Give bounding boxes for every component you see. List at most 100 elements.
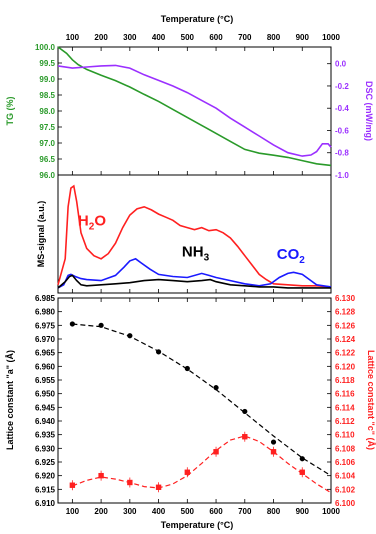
- tg-y-tick-label: 98.5: [39, 91, 55, 100]
- a-y-tick-label: 6.970: [35, 335, 56, 344]
- c-point: [98, 472, 104, 479]
- c-y-tick-label: 6.124: [335, 335, 356, 344]
- a-point: [127, 333, 133, 339]
- top-x-tick-label: 800: [267, 33, 281, 42]
- c-y-axis-label: Lattice constant "c" (Å): [366, 350, 376, 450]
- a-y-tick-label: 6.985: [35, 294, 56, 303]
- c-y-tick-label: 6.104: [335, 472, 356, 481]
- dsc-y-ticks: 0.0 -0.2 -0.4 -0.6 -0.8 -1.0: [327, 60, 349, 180]
- top-x-tick-label: 200: [94, 33, 108, 42]
- top-x-tick-labels: 100 200 300 400 500 600 700 800 900 1000: [66, 33, 341, 42]
- tg-y-tick-label: 100.0: [35, 43, 56, 52]
- tg-y-tick-label: 99.0: [39, 75, 55, 84]
- bottom-x-tick-label: 1000: [322, 507, 340, 516]
- a-point: [98, 322, 104, 328]
- dsc-y-tick-label: 0.0: [335, 60, 347, 69]
- bottom-x-tick-label: 800: [267, 507, 281, 516]
- c-point: [69, 482, 76, 488]
- c-y-ticks: 6.100 6.102 6.104 6.106 6.108 6.110 6.112 6.114…: [327, 294, 356, 508]
- co2-label-base: CO: [277, 246, 300, 263]
- top-x-tick-label: 100: [66, 33, 80, 42]
- bottom-x-tick-label: 500: [181, 507, 195, 516]
- tg-series-line: [57, 46, 332, 167]
- ms-panel-frame: [57, 174, 332, 294]
- c-point: [213, 449, 219, 455]
- top-x-tick-label: 900: [296, 33, 310, 42]
- h2o-label-tail: O: [94, 213, 106, 230]
- c-point: [242, 434, 248, 440]
- dsc-y-tick-label: -1.0: [335, 171, 349, 180]
- c-y-tick-label: 6.120: [335, 362, 356, 371]
- a-y-tick-label: 6.915: [35, 485, 56, 494]
- a-y-tick-label: 6.960: [35, 362, 56, 371]
- ms-x-ticks: [71, 289, 332, 293]
- h2o-label-base: H: [78, 213, 89, 230]
- lattice-panel-frame: [57, 297, 332, 504]
- bottom-x-axis-title: Temperature (°C): [161, 520, 233, 530]
- top-x-tick-label: 700: [238, 33, 252, 42]
- a-y-ticks: 6.910 6.915 6.920 6.925 6.930 6.935 6.940 6.945…: [35, 294, 62, 508]
- tg-y-tick-label: 96.5: [39, 155, 55, 164]
- a-point: [213, 385, 219, 391]
- a-y-tick-label: 6.935: [35, 431, 56, 440]
- c-y-tick-label: 6.102: [335, 485, 356, 494]
- c-point: [270, 449, 277, 455]
- c-y-tick-label: 6.114: [335, 403, 355, 412]
- ms-co2-line: [57, 257, 332, 289]
- dsc-y-tick-label: -0.2: [335, 82, 349, 91]
- nh3-label-sub: 3: [204, 253, 210, 264]
- bottom-x-tick-label: 100: [66, 507, 80, 516]
- ms-h2o-line: [57, 184, 332, 288]
- a-y-tick-label: 6.955: [35, 376, 56, 385]
- a-point: [69, 321, 75, 327]
- tg-y-tick-label: 98.0: [39, 107, 55, 116]
- top-x-tick-label: 300: [123, 33, 137, 42]
- ms-panel: MS-signal (a.u.) H2O NH3 CO2: [36, 184, 332, 293]
- c-y-tick-label: 6.108: [335, 444, 356, 453]
- nh3-label: NH3: [182, 244, 210, 264]
- a-y-tick-label: 6.920: [35, 472, 56, 481]
- nh3-label-base: NH: [182, 244, 204, 261]
- c-y-tick-label: 6.126: [335, 321, 356, 330]
- dsc-y-tick-label: -0.8: [335, 149, 349, 158]
- a-y-tick-label: 6.940: [35, 417, 56, 426]
- top-x-tick-label: 600: [209, 33, 223, 42]
- a-point: [270, 439, 277, 445]
- c-y-tick-label: 6.122: [335, 349, 356, 358]
- bottom-x-tick-label: 200: [94, 507, 108, 516]
- c-y-tick-label: 6.106: [335, 458, 356, 467]
- c-y-tick-label: 6.130: [335, 294, 356, 303]
- a-point: [242, 408, 248, 415]
- a-y-tick-label: 6.950: [35, 390, 56, 399]
- thermal-panel: 96.0 96.5 97.0 97.5 98.0 98.5 99.0 99.5 100.0 0.…: [5, 43, 374, 180]
- a-y-tick-label: 6.910: [35, 499, 56, 508]
- c-points: [69, 431, 305, 493]
- c-y-tick-label: 6.112: [335, 417, 355, 426]
- tg-y-tick-label: 96.0: [39, 171, 55, 180]
- top-x-tick-label: 500: [181, 33, 195, 42]
- top-x-tick-label: 1000: [322, 33, 340, 42]
- a-fit-line: [72, 323, 332, 477]
- c-y-tick-label: 6.100: [335, 499, 356, 508]
- c-y-tick-label: 6.128: [335, 308, 356, 317]
- bottom-x-tick-label: 900: [296, 507, 310, 516]
- a-point: [155, 349, 162, 355]
- top-x-tick-label: 400: [152, 33, 166, 42]
- a-y-axis-label: Lattice constant "a" (Å): [5, 350, 15, 450]
- lattice-x-ticks: 100 200 300 400 500 600 700 800 900 1000: [66, 298, 340, 516]
- tg-y-tick-label: 97.5: [39, 123, 55, 132]
- top-x-axis-title: Temperature (°C): [161, 14, 233, 24]
- co2-label: CO2: [277, 246, 306, 266]
- c-point: [184, 469, 191, 475]
- tg-y-tick-label: 99.5: [39, 59, 55, 68]
- a-y-tick-label: 6.925: [35, 458, 56, 467]
- a-points: [69, 321, 305, 462]
- bottom-x-tick-label: 400: [152, 507, 166, 516]
- tg-y-ticks: 96.0 96.5 97.0 97.5 98.0 98.5 99.0 99.5 100.0: [35, 43, 62, 180]
- bottom-x-tick-label: 300: [123, 507, 137, 516]
- tg-y-axis-label: TG (%): [5, 97, 15, 126]
- thermal-x-ticks: [71, 47, 332, 175]
- a-y-tick-label: 6.930: [35, 444, 56, 453]
- bottom-x-tick-label: 600: [209, 507, 223, 516]
